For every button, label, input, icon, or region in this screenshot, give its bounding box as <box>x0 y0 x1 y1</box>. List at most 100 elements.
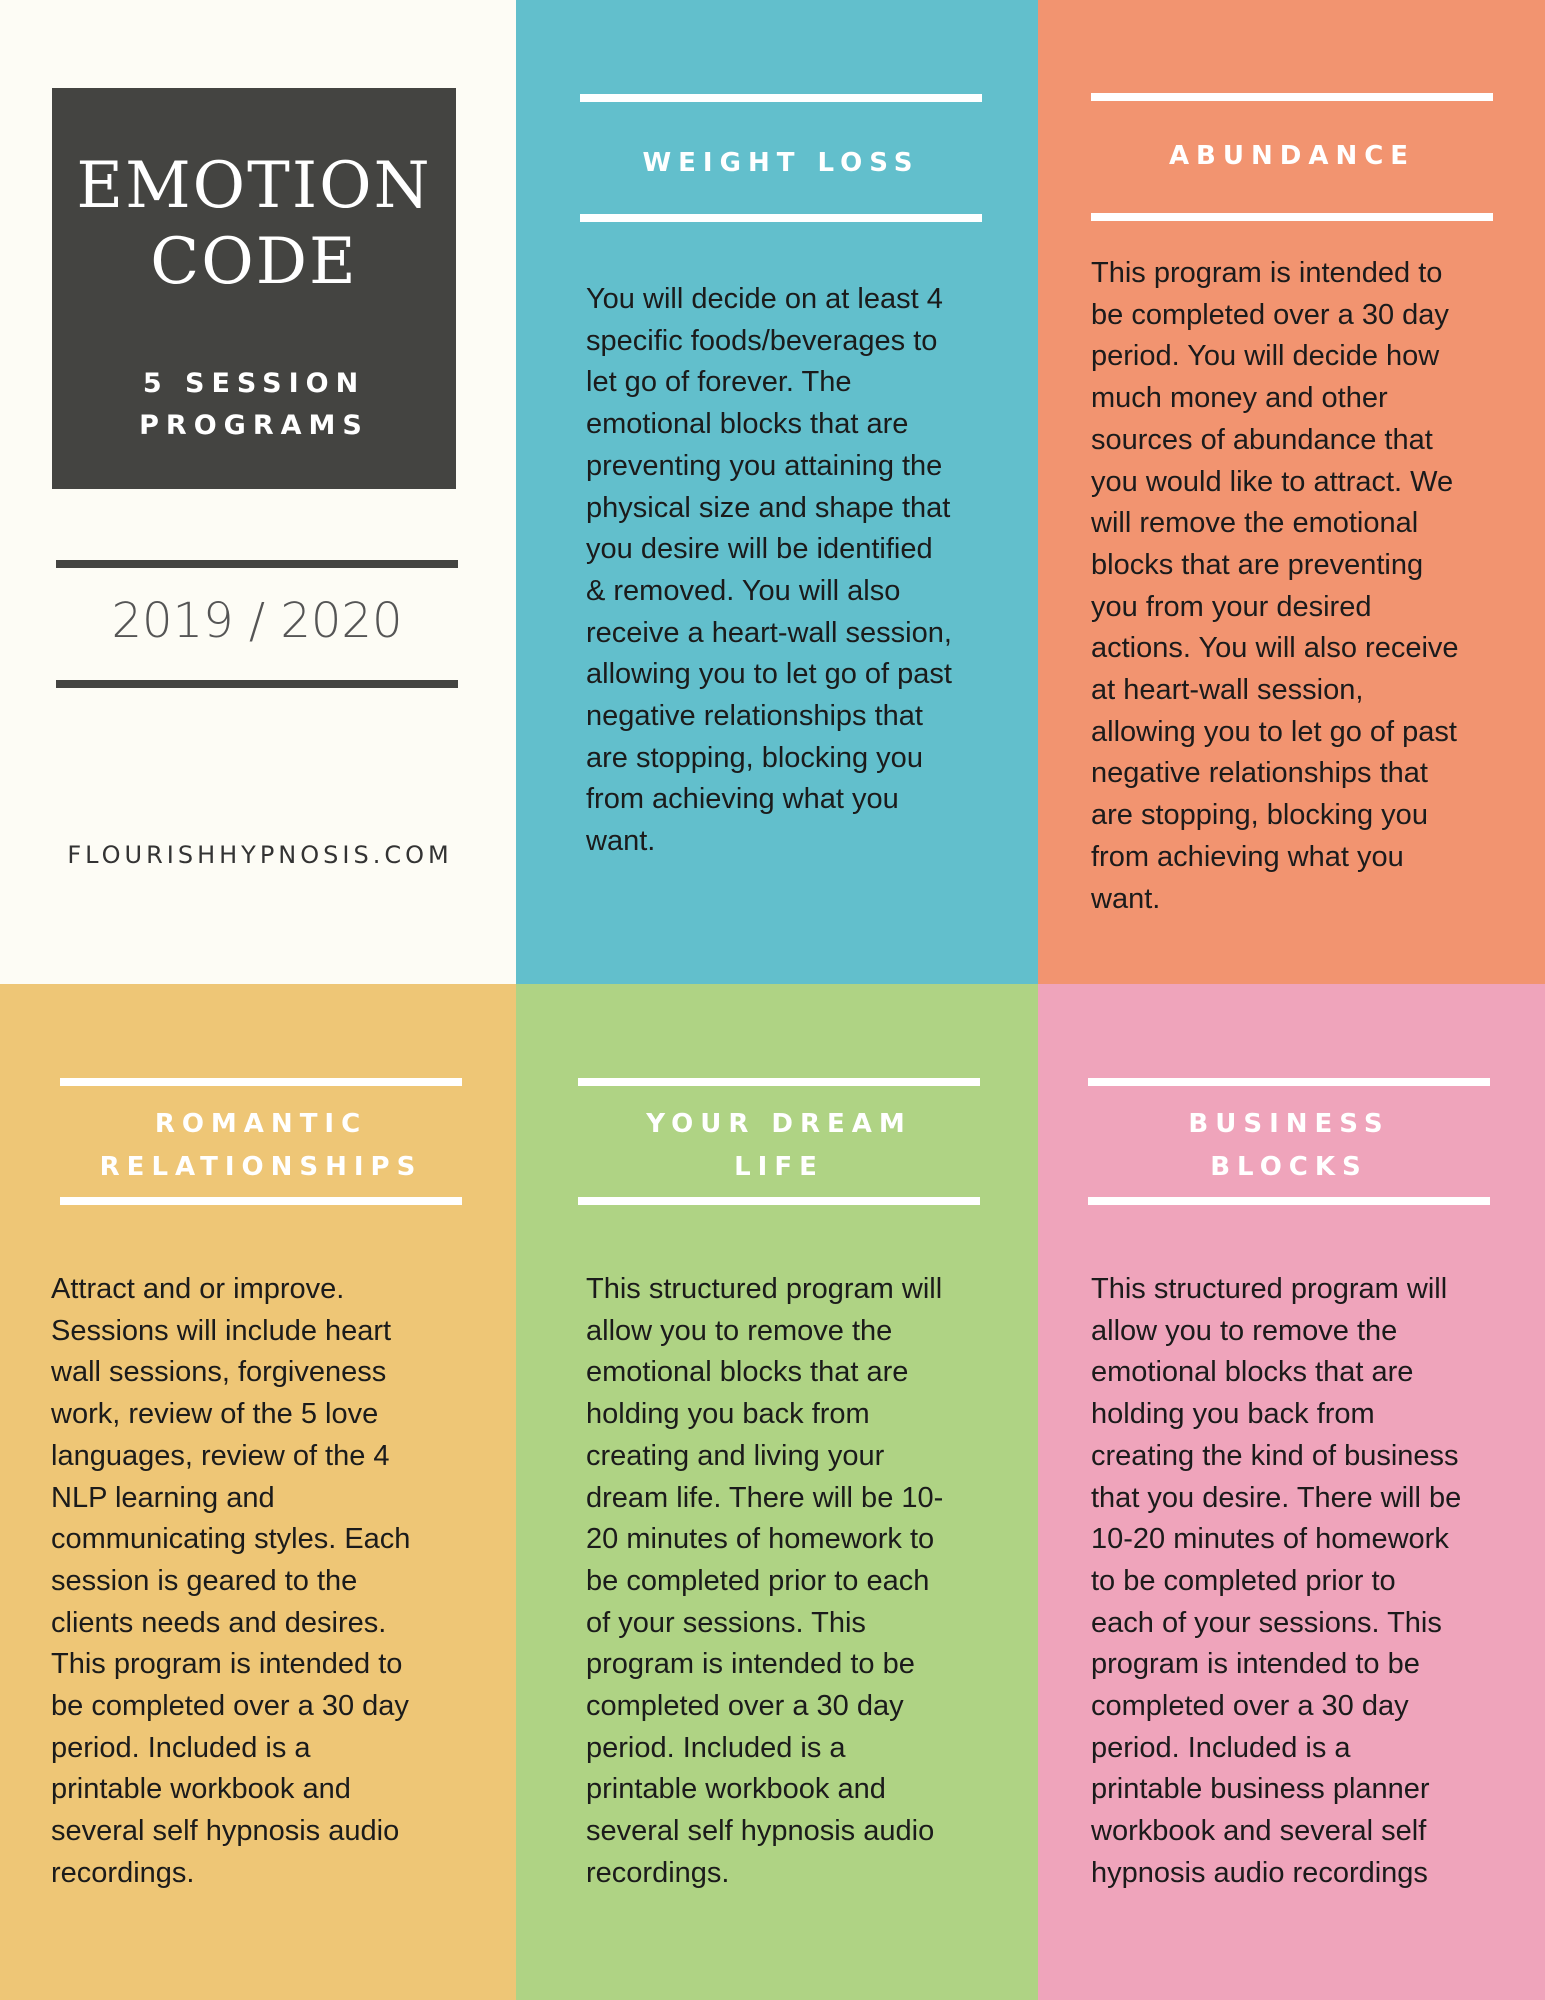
body-text: will remove the emotional <box>1091 507 1419 540</box>
body-text: creating and living your <box>586 1439 885 1472</box>
body-text: program is intended to be <box>586 1648 915 1681</box>
body-text: You will decide on at least 4 <box>586 283 943 315</box>
body-text: you would like to attract. We <box>1091 465 1454 498</box>
body-text: workbook and several self <box>1091 1815 1427 1848</box>
body-text: each of your sessions. This <box>1091 1606 1442 1639</box>
body-text: sources of abundance that <box>1091 423 1433 456</box>
panel-bg <box>516 0 1038 984</box>
panel-bg <box>1038 984 1545 2000</box>
body-text: blocks that are preventing <box>1091 548 1424 581</box>
body-text: printable workbook and <box>51 1773 351 1806</box>
body-text: printable business planner <box>1091 1773 1430 1806</box>
body-text: several self hypnosis audio <box>51 1815 400 1848</box>
body-text: completed over a 30 day <box>1091 1690 1409 1722</box>
body-text: NLP learning and <box>51 1481 275 1514</box>
years: 2019 / 2020 <box>111 593 403 649</box>
body-text: recordings. <box>586 1856 730 1889</box>
body-text: holding you back from <box>1091 1398 1375 1431</box>
divider <box>578 1078 980 1086</box>
divider <box>1088 1078 1490 1086</box>
body-text: of your sessions. This <box>586 1606 866 1639</box>
body-text: actions. You will also receive <box>1091 632 1459 665</box>
body-text: be completed over a 30 day <box>51 1690 409 1722</box>
body-text: languages, review of the 4 <box>51 1439 390 1472</box>
body-text: communicating styles. Each <box>51 1523 411 1556</box>
body-text: allow you to remove the <box>1091 1314 1398 1347</box>
divider <box>1088 1197 1490 1205</box>
body-text: emotional blocks that are <box>1091 1356 1414 1389</box>
body-text: several self hypnosis audio <box>586 1815 935 1848</box>
subtitle-line: 5 SESSION <box>142 368 366 399</box>
divider <box>578 1197 980 1205</box>
panel-title: ROMANTIC <box>154 1108 368 1139</box>
body-text: at heart-wall session, <box>1091 674 1364 706</box>
body-text: you desire will be identified <box>586 533 933 566</box>
body-text: allowing you to let go of past <box>586 658 952 691</box>
body-text: want. <box>1091 882 1161 915</box>
body-text: This program is intended to <box>1091 257 1443 289</box>
body-text: dream life. There will be 10- <box>586 1481 944 1514</box>
body-text: creating the kind of business <box>1091 1439 1459 1472</box>
body-text: negative relationships that <box>1091 757 1428 790</box>
divider <box>60 1078 462 1086</box>
body-text: from achieving what you <box>586 783 899 816</box>
body-text: are stopping, blocking you <box>1091 799 1428 832</box>
body-text: let go of forever. The <box>586 366 852 399</box>
body-text: period. You will decide how <box>1091 340 1440 373</box>
body-text: are stopping, blocking you <box>586 741 923 774</box>
body-text: allow you to remove the <box>586 1314 893 1347</box>
body-text: program is intended to be <box>1091 1648 1420 1681</box>
body-text: clients needs and desires. <box>51 1606 387 1639</box>
divider <box>1091 213 1493 221</box>
body-text: negative relationships that <box>586 700 923 732</box>
body-text: want. <box>586 825 656 858</box>
body-text: This program is intended to <box>51 1648 403 1681</box>
panel-title: ABUNDANCE <box>1168 141 1416 171</box>
body-text: wall sessions, forgiveness <box>51 1356 387 1389</box>
body-text: This structured program will <box>1091 1273 1448 1305</box>
body-text: 20 minutes of homework to <box>586 1523 935 1556</box>
body-text: receive a heart-wall session, <box>586 616 952 649</box>
title-line: EMOTION <box>76 149 432 223</box>
body-text: 10-20 minutes of homework <box>1091 1523 1449 1556</box>
body-text: emotional blocks that are <box>586 1356 909 1389</box>
body-text: period. Included is a <box>51 1731 311 1764</box>
body-text: recordings. <box>51 1856 195 1889</box>
body-text: much money and other <box>1091 382 1388 415</box>
body-text: physical size and shape that <box>586 491 951 524</box>
body-text: printable workbook and <box>586 1773 886 1806</box>
subtitle-line: PROGRAMS <box>139 410 369 441</box>
body-text: you from your desired <box>1091 590 1372 623</box>
body-text: holding you back from <box>586 1398 870 1431</box>
body-text: work, review of the 5 love <box>51 1398 379 1431</box>
divider <box>580 94 982 102</box>
body-text: be completed prior to each <box>586 1564 930 1597</box>
body-text: period. Included is a <box>1091 1731 1351 1764</box>
panel-title: LIFE <box>734 1151 824 1182</box>
body-text: be completed over a 30 day <box>1091 298 1449 331</box>
body-text: & removed. You will also <box>586 574 901 607</box>
body-text: completed over a 30 day <box>586 1690 904 1722</box>
panel-title: YOUR DREAM <box>646 1108 912 1139</box>
panel-title: RELATIONSHIPS <box>99 1151 423 1182</box>
body-text: Attract and or improve. <box>51 1273 345 1305</box>
divider <box>1091 93 1493 101</box>
body-text: This structured program will <box>586 1273 943 1305</box>
panel-title: WEIGHT LOSS <box>642 148 920 178</box>
divider <box>580 214 982 222</box>
divider <box>60 1197 462 1205</box>
body-text: Sessions will include heart <box>51 1314 392 1347</box>
divider <box>56 680 458 688</box>
panel-title: BLOCKS <box>1210 1151 1368 1182</box>
body-text: specific foods/beverages to <box>586 324 938 357</box>
panel-title: BUSINESS <box>1188 1108 1390 1139</box>
panel-bg <box>1038 0 1545 984</box>
body-text: from achieving what you <box>1091 840 1404 873</box>
panel-bg <box>0 984 516 2000</box>
panel-bg <box>516 984 1038 2000</box>
website: FLOURISHHYPNOSIS.COM <box>67 841 453 869</box>
body-text: preventing you attaining the <box>586 449 943 482</box>
title-line: CODE <box>150 225 358 299</box>
body-text: to be completed prior to <box>1091 1564 1396 1597</box>
